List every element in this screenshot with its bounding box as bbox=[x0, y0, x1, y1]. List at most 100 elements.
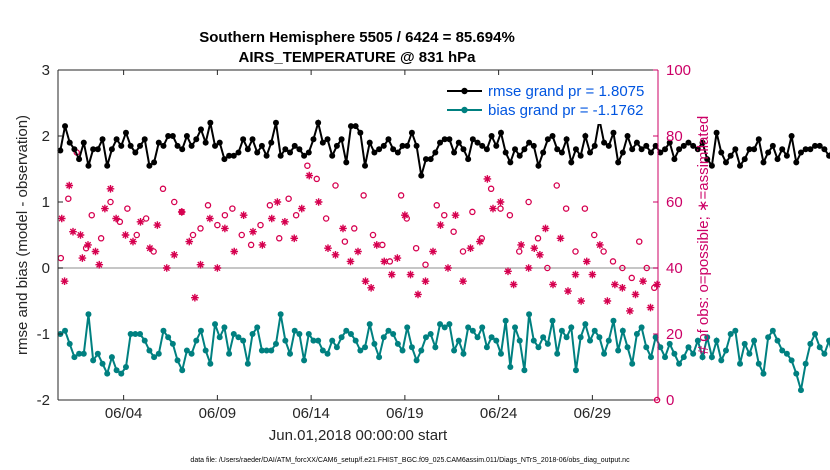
possible-obs-marker bbox=[478, 235, 485, 242]
assimilated-obs-marker bbox=[577, 297, 585, 305]
bias-point bbox=[610, 317, 617, 324]
x-tick-label: 06/09 bbox=[199, 405, 237, 422]
bias-point bbox=[783, 350, 790, 357]
assimilated-obs-marker bbox=[170, 251, 179, 259]
bias-point bbox=[802, 360, 809, 367]
rmse-point bbox=[657, 149, 664, 156]
bias-point bbox=[497, 350, 504, 357]
bias-point bbox=[226, 350, 233, 357]
bias-point bbox=[94, 350, 101, 357]
legend-marker-rmse bbox=[461, 87, 468, 95]
possible-obs-marker bbox=[332, 182, 339, 189]
bias-point bbox=[676, 360, 683, 367]
rmse-point bbox=[783, 152, 790, 159]
bias-point bbox=[357, 347, 364, 354]
rmse-point bbox=[357, 129, 364, 136]
bias-point bbox=[249, 331, 256, 337]
rmse-point bbox=[732, 146, 739, 153]
rmse-point bbox=[601, 139, 608, 146]
bias-point bbox=[427, 331, 434, 337]
assimilated-obs-marker bbox=[571, 270, 580, 279]
rmse-point bbox=[132, 149, 139, 156]
legend-box bbox=[441, 80, 649, 124]
bias-point bbox=[155, 350, 162, 357]
bias-point bbox=[577, 334, 584, 341]
possible-obs-marker bbox=[553, 182, 561, 189]
rmse-point bbox=[362, 162, 369, 169]
bias-point bbox=[680, 354, 687, 361]
rmse-point bbox=[624, 133, 631, 139]
possible-obs-marker bbox=[440, 211, 448, 219]
rmse-point bbox=[66, 139, 73, 146]
assimilated-obs-marker bbox=[401, 211, 409, 219]
rmse-point bbox=[765, 149, 772, 156]
bias-point bbox=[638, 324, 645, 331]
rmse-point bbox=[291, 142, 298, 149]
bias-point bbox=[380, 334, 387, 341]
bias-point bbox=[507, 364, 514, 370]
rmse-point bbox=[540, 149, 547, 156]
bias-point bbox=[151, 354, 158, 361]
assimilated-obs-marker bbox=[331, 251, 340, 259]
bias-point bbox=[469, 327, 476, 334]
rmse-point bbox=[80, 139, 87, 146]
rmse-point bbox=[727, 152, 734, 159]
rmse-point bbox=[118, 142, 125, 149]
bias-point bbox=[71, 354, 78, 361]
rmse-point bbox=[455, 139, 462, 146]
possible-obs-marker bbox=[497, 205, 504, 212]
y-left-tick-label: 3 bbox=[42, 62, 50, 79]
possible-obs-marker bbox=[275, 235, 283, 242]
assimilated-obs-marker bbox=[78, 254, 87, 262]
bias-point bbox=[376, 354, 383, 361]
assimilated-obs-marker bbox=[121, 231, 130, 239]
possible-obs-marker bbox=[459, 248, 467, 255]
bias-point bbox=[737, 360, 744, 367]
rmse-point bbox=[202, 139, 209, 146]
possible-obs-marker bbox=[124, 205, 131, 212]
rmse-point bbox=[760, 159, 767, 166]
bias-point bbox=[221, 324, 228, 331]
rmse-point bbox=[141, 136, 148, 143]
bias-point bbox=[704, 334, 711, 341]
rmse-point bbox=[469, 136, 476, 143]
rmse-point bbox=[333, 142, 340, 149]
possible-obs-marker bbox=[238, 231, 245, 239]
bias-point bbox=[568, 324, 575, 331]
bias-point bbox=[132, 331, 139, 337]
rmse-point bbox=[652, 142, 659, 149]
rmse-point bbox=[610, 129, 617, 136]
bias-point bbox=[554, 350, 561, 357]
assimilated-obs-marker bbox=[206, 214, 214, 223]
bias-point bbox=[549, 317, 556, 324]
rmse-point bbox=[399, 142, 406, 149]
bias-point bbox=[188, 350, 195, 357]
assimilated-obs-marker bbox=[95, 260, 104, 269]
bias-point bbox=[197, 327, 204, 334]
bias-point bbox=[216, 334, 223, 341]
rmse-point bbox=[390, 146, 397, 153]
bias-point bbox=[746, 350, 753, 357]
bias-point bbox=[108, 354, 115, 361]
rmse-point bbox=[671, 156, 678, 163]
assimilated-obs-marker bbox=[324, 244, 332, 252]
rmse-point bbox=[418, 172, 425, 179]
possible-obs-marker bbox=[412, 244, 420, 252]
rmse-point bbox=[230, 152, 237, 159]
y-axis-label-right: # of obs: o=possible; ∗=assimilated bbox=[695, 116, 712, 355]
possible-obs-marker bbox=[360, 192, 367, 199]
bias-point bbox=[165, 334, 172, 341]
bias-point bbox=[474, 334, 481, 341]
rmse-point bbox=[305, 149, 312, 156]
data-file-footer: data file: /Users/raeder/DAI/ATM_forcXX/… bbox=[190, 457, 630, 464]
bias-point bbox=[816, 344, 823, 351]
assimilated-obs-marker bbox=[380, 257, 389, 266]
assimilated-obs-marker bbox=[406, 270, 415, 279]
bias-point bbox=[587, 337, 594, 344]
assimilated-obs-marker bbox=[611, 280, 619, 289]
assimilated-obs-marker bbox=[489, 204, 497, 213]
rmse-point bbox=[633, 139, 640, 146]
x-tick-label: 06/24 bbox=[480, 405, 518, 422]
bias-point bbox=[137, 331, 144, 337]
bias-point bbox=[66, 340, 73, 347]
